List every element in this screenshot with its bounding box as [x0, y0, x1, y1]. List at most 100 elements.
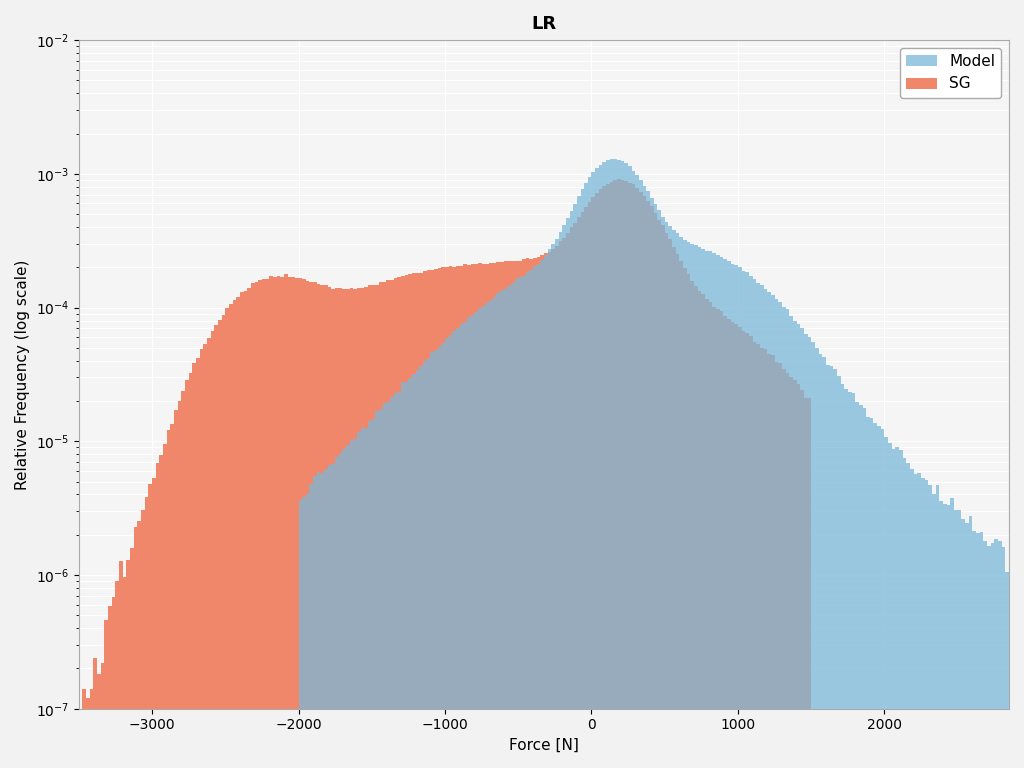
Bar: [778, 362, 782, 768]
Bar: [822, 357, 826, 768]
Title: LR: LR: [531, 15, 556, 33]
Bar: [778, 303, 782, 768]
Bar: [866, 417, 869, 768]
Bar: [957, 509, 962, 768]
Bar: [650, 206, 653, 768]
Bar: [529, 259, 532, 768]
Bar: [453, 332, 456, 768]
Bar: [749, 336, 753, 768]
Bar: [837, 376, 841, 768]
Bar: [774, 362, 778, 768]
Bar: [643, 186, 646, 768]
Bar: [757, 344, 760, 768]
Bar: [617, 160, 621, 768]
Bar: [430, 353, 434, 768]
Bar: [532, 258, 537, 768]
Bar: [541, 255, 544, 768]
Bar: [262, 280, 265, 768]
Bar: [602, 162, 606, 768]
Bar: [342, 449, 346, 768]
Bar: [134, 528, 137, 768]
Bar: [204, 344, 207, 768]
Bar: [657, 210, 662, 768]
Bar: [679, 237, 683, 768]
Bar: [302, 280, 306, 768]
Bar: [335, 288, 339, 768]
Bar: [764, 349, 767, 768]
Bar: [581, 212, 584, 768]
Bar: [690, 281, 694, 768]
Bar: [541, 260, 544, 768]
Bar: [973, 531, 976, 768]
Bar: [441, 267, 445, 768]
Bar: [485, 264, 488, 768]
Bar: [869, 418, 873, 768]
Bar: [116, 581, 119, 768]
Bar: [383, 282, 386, 768]
Bar: [463, 264, 467, 768]
Bar: [797, 324, 800, 768]
Bar: [690, 244, 694, 768]
Bar: [932, 495, 936, 768]
Bar: [581, 189, 584, 768]
Bar: [427, 359, 430, 768]
Bar: [906, 463, 910, 768]
Y-axis label: Relative Frequency (log scale): Relative Frequency (log scale): [15, 260, 30, 490]
Bar: [811, 342, 815, 768]
Bar: [130, 548, 134, 768]
Bar: [588, 177, 592, 768]
Bar: [892, 449, 895, 768]
Bar: [214, 325, 218, 768]
Bar: [229, 304, 232, 768]
Bar: [727, 260, 731, 768]
Bar: [258, 280, 262, 768]
Bar: [437, 346, 441, 768]
Bar: [430, 270, 434, 768]
Bar: [771, 355, 774, 768]
Bar: [709, 251, 713, 768]
Bar: [193, 362, 196, 768]
Bar: [265, 279, 269, 768]
Bar: [804, 334, 808, 768]
Bar: [360, 289, 365, 768]
Bar: [716, 255, 720, 768]
Bar: [706, 250, 709, 768]
Bar: [881, 429, 885, 768]
Bar: [782, 307, 785, 768]
Bar: [551, 249, 555, 768]
Bar: [325, 285, 328, 768]
Bar: [595, 168, 599, 768]
Bar: [672, 230, 676, 768]
Bar: [676, 254, 679, 768]
Bar: [511, 261, 515, 768]
Bar: [368, 286, 372, 768]
Bar: [185, 380, 188, 768]
Bar: [493, 297, 497, 768]
Bar: [397, 392, 401, 768]
Bar: [665, 221, 669, 768]
Bar: [785, 373, 790, 768]
Bar: [625, 163, 628, 768]
Bar: [328, 465, 332, 768]
Bar: [350, 439, 353, 768]
Bar: [621, 161, 625, 768]
Bar: [474, 312, 478, 768]
Bar: [947, 505, 950, 768]
Bar: [532, 266, 537, 768]
Bar: [566, 233, 569, 768]
Bar: [584, 183, 588, 768]
Bar: [943, 504, 947, 768]
Bar: [500, 262, 504, 768]
Bar: [441, 343, 445, 768]
Bar: [437, 268, 441, 768]
Bar: [990, 543, 994, 768]
Bar: [976, 533, 980, 768]
Bar: [954, 510, 957, 768]
Bar: [460, 266, 463, 768]
Bar: [610, 159, 613, 768]
Bar: [969, 516, 973, 768]
Bar: [211, 331, 214, 768]
Bar: [617, 180, 621, 768]
Bar: [357, 432, 360, 768]
Bar: [753, 342, 757, 768]
